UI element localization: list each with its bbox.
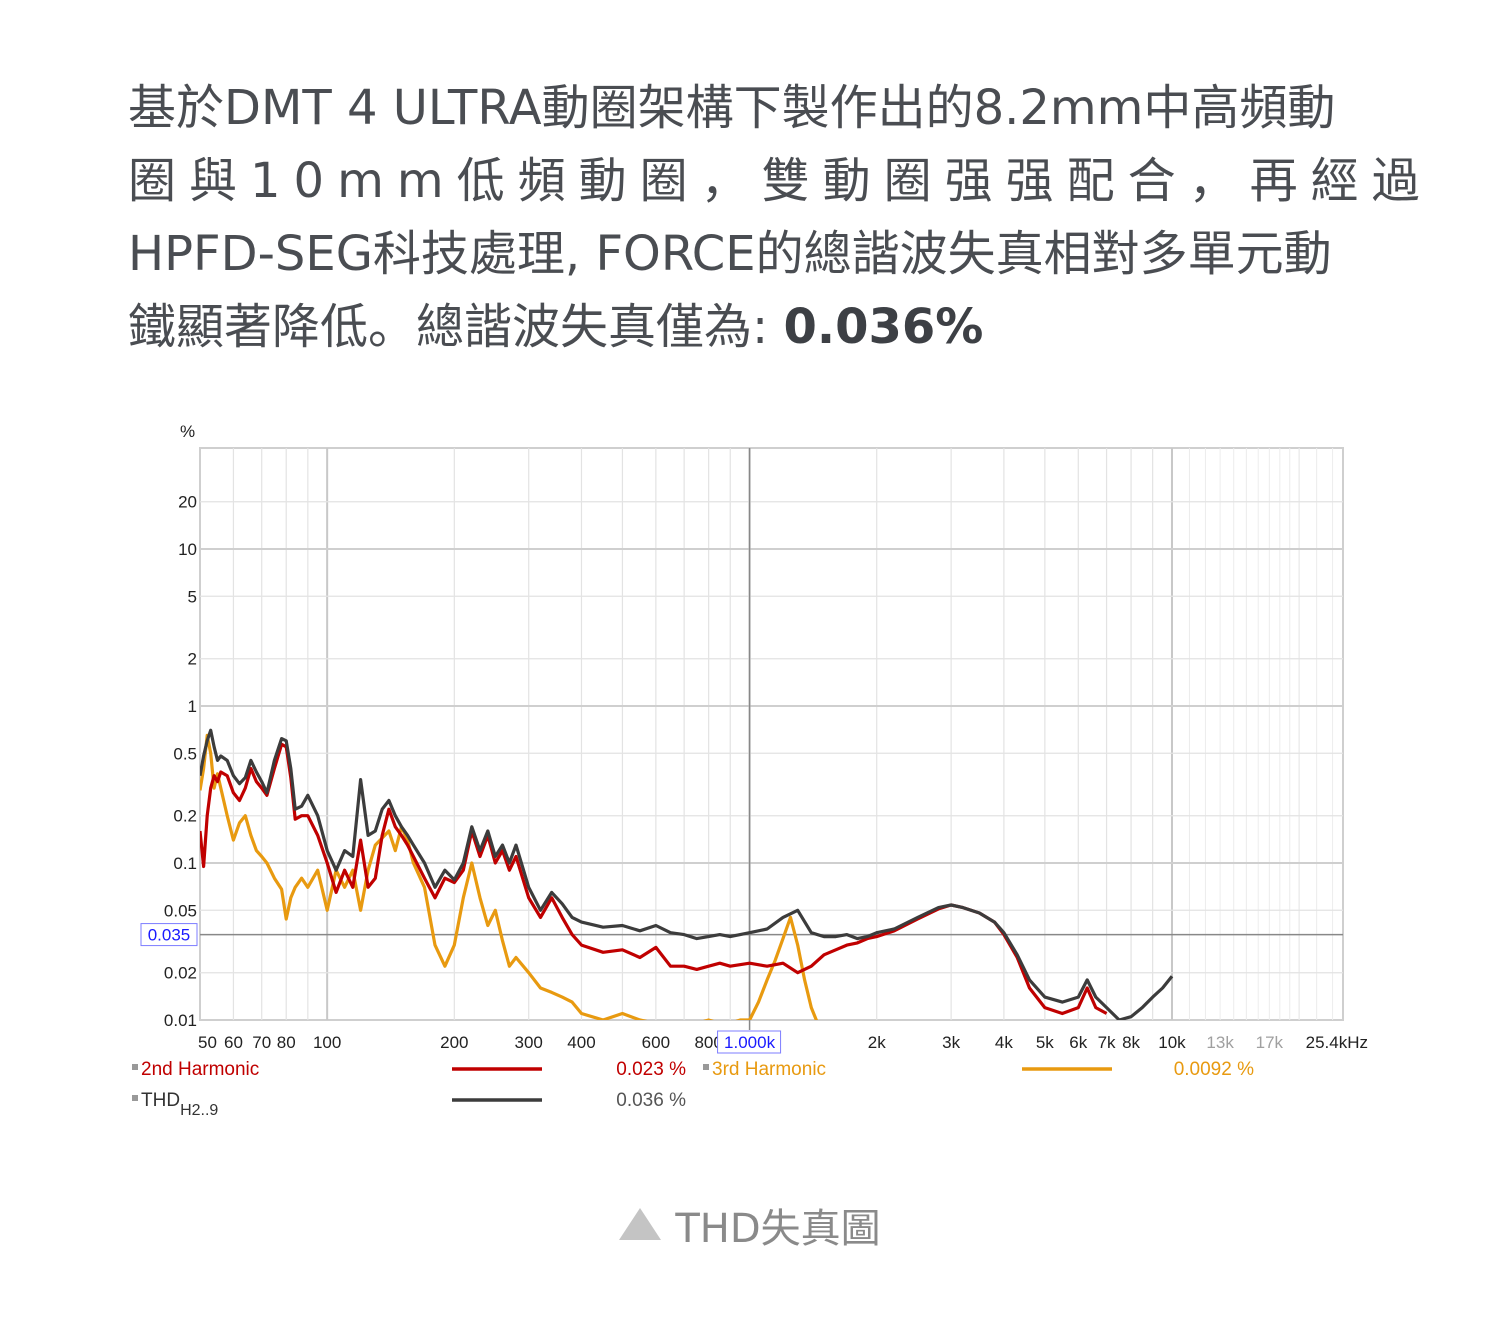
y-tick-label: 0.1 (173, 854, 197, 873)
chart-caption: THD失真圖 (0, 1196, 1500, 1254)
intro-line-4-text: 鐵顯著降低。總諧波失真僅為: (128, 299, 784, 355)
legend-value: 0.023 % (616, 1059, 686, 1080)
x-tick-label: 25.4kHz (1306, 1033, 1368, 1052)
chart-grid (199, 447, 1344, 1030)
x-tick-label: 13k (1206, 1033, 1234, 1052)
intro-paragraph: 基於DMT 4 ULTRA動圈架構下製作出的8.2mm中高頻動 圈與10mm低頻… (128, 72, 1433, 364)
x-cursor-value: 1.000k (724, 1033, 776, 1052)
x-tick-label: 200 (440, 1033, 468, 1052)
curve-2nd-harmonic (200, 742, 1108, 1016)
x-tick-label: 400 (567, 1033, 595, 1052)
x-tick-label: 3k (942, 1033, 960, 1052)
y-cursor-box[interactable] (140, 923, 198, 947)
y-tick-label: 0.01 (164, 1011, 197, 1030)
legend-checkbox-icon[interactable] (132, 1064, 138, 1070)
legend-value: 0.0092 % (1174, 1059, 1254, 1080)
x-cursor-box[interactable] (717, 1030, 782, 1054)
x-tick-label: 10k (1158, 1033, 1186, 1052)
x-tick-label: 800 (694, 1033, 722, 1052)
legend-item[interactable]: 2nd Harmonic 0.023 % (132, 1059, 686, 1080)
legend-item[interactable]: 3rd Harmonic 0.0092 % (703, 1059, 1254, 1080)
y-cursor-value: 0.035 (148, 926, 191, 945)
y-tick-label: 0.05 (164, 901, 197, 920)
thd-highlight-value: 0.036% (783, 299, 984, 355)
x-tick-label: 2k (868, 1033, 886, 1052)
thd-chart-svg: 20 10 5 2 1 0.5 0.2 0.1 0.05 0.02 0.01 0.035 50 60 70… (132, 422, 1368, 1119)
x-tick-label: 50 (198, 1033, 217, 1052)
x-tick-label: 6k (1069, 1033, 1087, 1052)
x-tick-label: 80 (277, 1033, 296, 1052)
x-tick-label: 60 (224, 1033, 243, 1052)
thd-chart: 20 10 5 2 1 0.5 0.2 0.1 0.05 0.02 0.01 0.035 50 60 70… (0, 400, 1500, 1140)
x-tick-label: 5k (1036, 1033, 1054, 1052)
y-tick-label: 20 (178, 493, 197, 512)
intro-line-1: 基於DMT 4 ULTRA動圈架構下製作出的8.2mm中高頻動 (128, 80, 1336, 136)
y-tick-label: 0.02 (164, 964, 197, 983)
legend-value: 0.036 % (616, 1090, 686, 1111)
y-tick-label: 0.5 (173, 744, 197, 763)
y-tick-label: 0.2 (173, 807, 197, 826)
x-tick-label: 300 (515, 1033, 543, 1052)
intro-line-4: 鐵顯著降低。總諧波失真僅為: 0.036% (128, 291, 1378, 364)
legend-checkbox-icon[interactable] (703, 1064, 709, 1070)
legend-item[interactable]: THDH2..9 0.036 % (132, 1090, 686, 1119)
legend-label: 2nd Harmonic (141, 1059, 259, 1080)
y-tick-label: 1 (188, 697, 197, 716)
x-tick-label: 100 (313, 1033, 341, 1052)
x-tick-label: 8k (1122, 1033, 1140, 1052)
y-axis-unit-label: % (180, 422, 195, 441)
y-tick-label: 10 (178, 540, 197, 559)
x-tick-label: 17k (1256, 1033, 1284, 1052)
x-axis-ticks: 50 60 70 80 100 200 300 400 600 800 2k 3k 4k 5k 6k 7k 8k… (198, 1030, 1368, 1054)
triangle-up-icon (619, 1208, 662, 1240)
chart-curves (200, 728, 1174, 1020)
legend-label: THDH2..9 (141, 1090, 218, 1119)
legend-checkbox-icon[interactable] (132, 1095, 138, 1101)
x-tick-label: 70 (252, 1033, 271, 1052)
x-tick-label: 600 (642, 1033, 670, 1052)
y-tick-label: 2 (188, 650, 197, 669)
curve-thd-h2-9 (200, 728, 1174, 1020)
y-tick-label: 5 (188, 587, 197, 606)
chart-legend: 2nd Harmonic 0.023 % 3rd Harmonic 0.0092 % T… (132, 1059, 1254, 1119)
x-tick-label: 4k (995, 1033, 1013, 1052)
y-axis-ticks: 20 10 5 2 1 0.5 0.2 0.1 0.05 0.02 0.01 0.035 (140, 493, 198, 1030)
intro-line-3: HPFD-SEG科技處理, FORCE的總諧波失真相對多單元動 (128, 226, 1332, 282)
caption-text: THD失真圖 (675, 1206, 881, 1252)
intro-line-2: 圈與10mm低頻動圈，雙動圈强强配合，再經過 (128, 153, 1433, 209)
x-tick-label: 7k (1098, 1033, 1116, 1052)
curve-3rd-harmonic (200, 733, 819, 1020)
legend-label: 3rd Harmonic (712, 1059, 826, 1080)
